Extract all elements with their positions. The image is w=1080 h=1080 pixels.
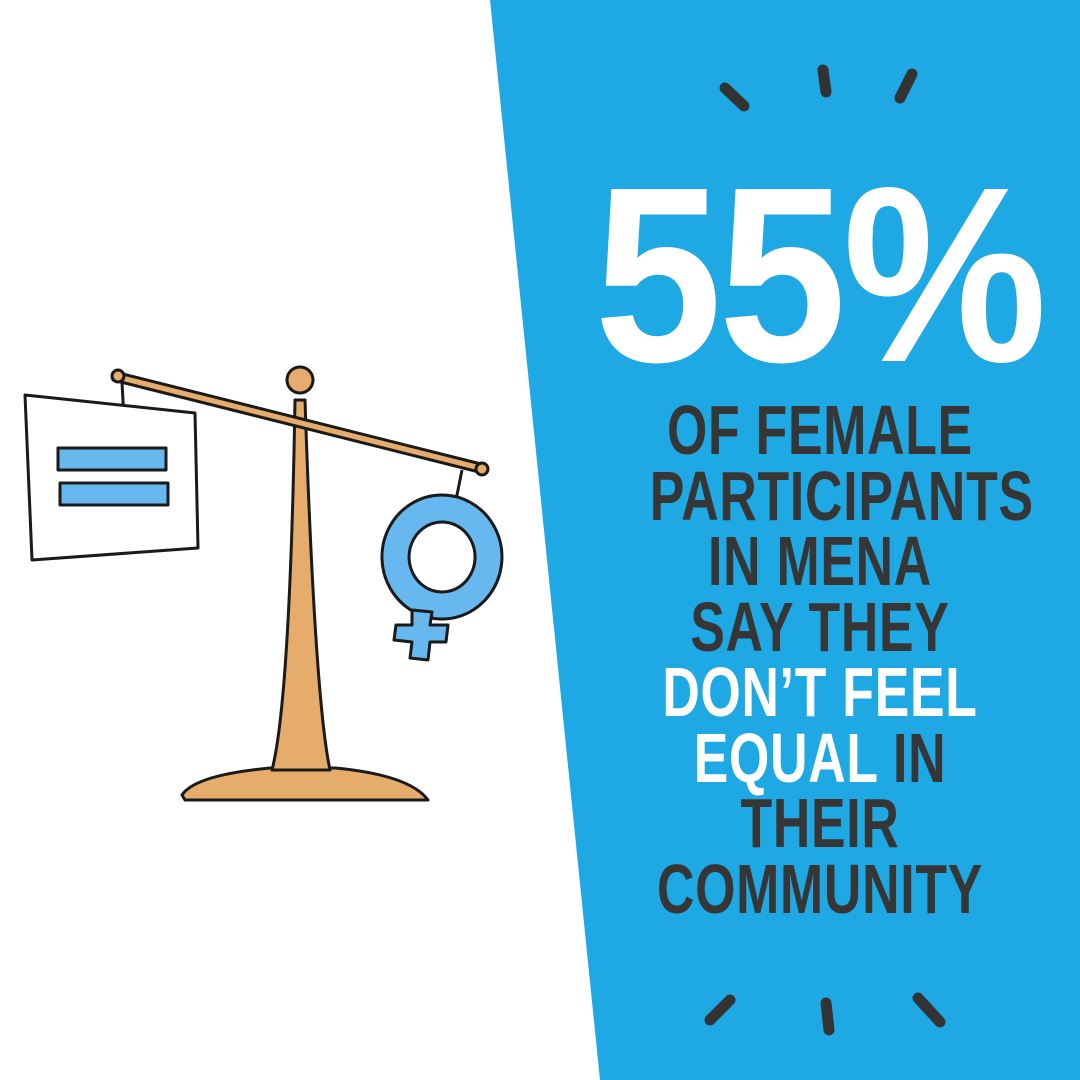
equals-sign-icon [56,446,170,507]
caption-text: OF FEMALE [667,391,973,469]
caption-line: COMMUNITY [650,854,990,924]
caption-line: SAY THEY [650,592,990,662]
caption-text: COMMUNITY [656,849,984,928]
female-symbol-icon [380,493,504,662]
caption-highlight: DON’T FEEL [662,653,978,731]
caption-highlight: EQUAL [693,718,878,797]
emphasis-marks-icon [704,64,946,1036]
caption-line: IN MENA [650,526,990,596]
caption-line: EQUAL IN [650,723,990,793]
statistic-value: 55% [594,135,1047,414]
caption-text: IN [877,718,947,797]
caption-line: OF FEMALE [650,395,990,465]
caption-text: IN MENA [708,522,932,600]
caption-text: SAY THEY [690,587,950,666]
caption-line: PARTICIPANTS [650,461,1033,531]
caption-line: THEIR [650,788,990,858]
caption-text: THEIR [740,784,900,862]
caption-text: PARTICIPANTS [649,456,1034,535]
balance-scale-icon [23,365,504,802]
caption: OF FEMALE PARTICIPANTS IN MENA SAY THEY … [590,395,1050,924]
caption-line: DON’T FEEL [650,657,990,727]
